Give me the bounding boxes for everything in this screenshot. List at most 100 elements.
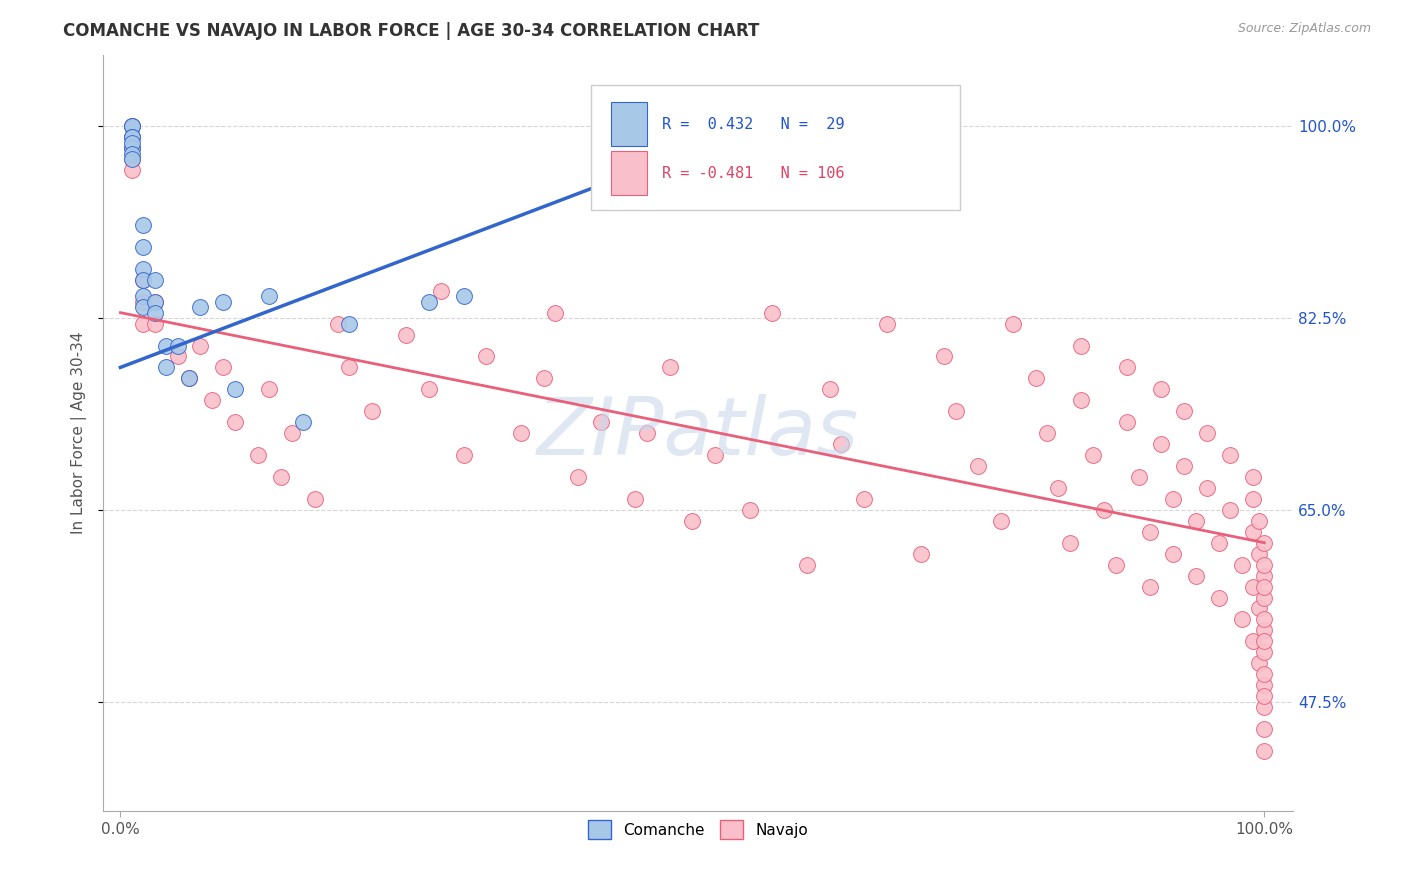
Point [132,289,155,303]
Point [1139,580,1161,594]
Point [257,382,280,396]
Point [257,289,280,303]
Point [281,426,304,441]
Point [1253,591,1275,605]
Point [212,294,235,309]
Point [1253,558,1275,572]
Point [658,360,681,375]
Text: R =  0.432   N =  29: R = 0.432 N = 29 [662,117,845,132]
Point [292,415,315,429]
Y-axis label: In Labor Force | Age 30-34: In Labor Force | Age 30-34 [72,332,87,534]
Point [910,547,932,561]
Point [1139,524,1161,539]
Point [453,448,475,462]
Text: ZIPatlas: ZIPatlas [537,394,859,472]
Point [132,300,155,314]
Point [830,437,852,451]
Point [155,338,177,352]
Point [326,317,349,331]
Point [1184,568,1206,582]
Point [121,130,143,145]
Point [453,289,475,303]
Point [121,120,143,134]
Point [1253,645,1275,659]
Point [533,371,555,385]
Point [361,404,384,418]
Point [155,360,177,375]
Point [1070,393,1092,408]
Point [704,448,727,462]
Point [132,240,155,254]
Point [1161,491,1184,506]
Point [418,294,440,309]
Point [1059,535,1081,549]
Point [1197,426,1219,441]
Point [1253,744,1275,758]
Point [1116,360,1139,375]
Point [1070,338,1092,352]
Point [544,305,567,319]
Point [1092,503,1115,517]
Point [1247,657,1270,671]
Point [1161,547,1184,561]
FancyBboxPatch shape [591,86,960,211]
Text: COMANCHE VS NAVAJO IN LABOR FORCE | AGE 30-34 CORRELATION CHART: COMANCHE VS NAVAJO IN LABOR FORCE | AGE … [63,22,759,40]
Point [1241,524,1264,539]
Point [1253,700,1275,714]
Point [121,120,143,134]
Text: Source: ZipAtlas.com: Source: ZipAtlas.com [1237,22,1371,36]
Point [337,360,360,375]
Point [132,218,155,232]
Point [132,261,155,276]
Point [818,382,841,396]
Point [304,491,326,506]
Point [1241,580,1264,594]
Point [121,141,143,155]
Point [1230,612,1253,626]
Point [132,294,155,309]
Point [212,360,235,375]
Point [1208,535,1230,549]
Point [190,300,212,314]
Point [1253,678,1275,692]
Point [1241,634,1264,648]
Point [121,130,143,145]
Point [1253,580,1275,594]
Point [1253,722,1275,736]
FancyBboxPatch shape [612,102,647,146]
Point [166,338,188,352]
Point [270,470,292,484]
Point [429,284,451,298]
Point [624,491,647,506]
Point [1184,514,1206,528]
Point [509,426,531,441]
Point [143,294,166,309]
Point [1253,535,1275,549]
Point [143,305,166,319]
Point [1150,437,1173,451]
Point [1173,404,1195,418]
Point [121,130,143,145]
Point [224,382,246,396]
Point [143,273,166,287]
Point [1036,426,1059,441]
Legend: Comanche, Navajo: Comanche, Navajo [582,814,814,845]
Point [224,415,246,429]
Point [475,350,498,364]
Point [1247,547,1270,561]
Point [177,371,200,385]
Point [932,350,955,364]
Point [132,273,155,287]
Point [201,393,224,408]
Point [121,146,143,161]
Text: R = -0.481   N = 106: R = -0.481 N = 106 [662,166,845,180]
Point [143,294,166,309]
Point [738,503,761,517]
Point [796,558,818,572]
Point [1001,317,1024,331]
Point [132,317,155,331]
Point [121,153,143,167]
Point [132,273,155,287]
Point [945,404,967,418]
Point [876,317,898,331]
